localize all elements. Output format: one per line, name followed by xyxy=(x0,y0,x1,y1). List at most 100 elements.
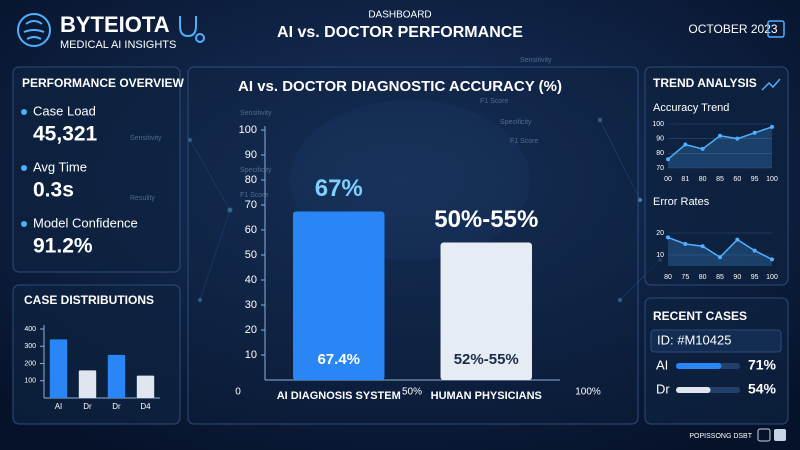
bottom-label: 100% xyxy=(575,387,601,398)
headline-label: 67% xyxy=(315,175,363,202)
progress-bar xyxy=(676,363,722,369)
bottom-label: 50% xyxy=(402,387,422,398)
y-tick-label: 90 xyxy=(656,136,664,143)
bar xyxy=(49,339,68,398)
headline-label: 50%-55% xyxy=(434,206,538,233)
bullet xyxy=(21,109,27,115)
background-label: F1 Score xyxy=(480,98,509,105)
y-tick-label: 90 xyxy=(245,149,257,161)
row-label: Dr xyxy=(656,381,670,396)
background-label: F1 Score xyxy=(510,138,539,145)
value-label: 67.4% xyxy=(317,351,360,368)
x-tick-label: 00 xyxy=(664,176,672,183)
y-tick-label: 30 xyxy=(245,299,257,311)
x-tick-label: 80 xyxy=(699,274,707,281)
x-tick-label: 95 xyxy=(751,176,759,183)
progress-bar xyxy=(676,387,711,393)
y-tick-label: 400 xyxy=(24,326,36,333)
background-label: Specificity xyxy=(240,167,272,174)
brand: BYTEIOTA xyxy=(60,12,170,37)
page-title: AI vs. DOCTOR PERFORMANCE xyxy=(277,24,523,41)
x-tick-label: 85 xyxy=(716,274,724,281)
chart-title: Accuracy Trend xyxy=(653,102,729,114)
section-label: DASHBOARD xyxy=(368,10,431,21)
panel-title: PERFORMANCE OVERVIEW xyxy=(22,76,184,90)
y-tick-label: 10 xyxy=(245,349,257,361)
value-label: 52%-55% xyxy=(454,351,519,368)
y-tick-label: 10 xyxy=(656,252,664,259)
y-tick-label: 100 xyxy=(24,378,36,385)
metric-label: Model Confidence xyxy=(33,215,138,230)
bar xyxy=(136,375,155,398)
background-label: Sensitivity xyxy=(520,57,552,64)
y-tick-label: 50 xyxy=(245,249,257,261)
x-tick-label: HUMAN PHYSICIANS xyxy=(431,390,542,402)
x-tick-label: D4 xyxy=(140,402,151,411)
point xyxy=(735,237,740,242)
stethoscope-icon xyxy=(179,16,205,43)
x-tick-label: 81 xyxy=(681,176,689,183)
share-icon xyxy=(757,428,771,442)
chart-title: AI vs. DOCTOR DIAGNOSTIC ACCURACY (%) xyxy=(238,78,562,95)
network-decoration xyxy=(187,117,663,303)
y-tick-label: 80 xyxy=(245,174,257,186)
overview-panel xyxy=(12,66,181,273)
bullet xyxy=(21,221,27,227)
y-tick-label: 300 xyxy=(24,343,36,350)
y-tick-label: 200 xyxy=(24,360,36,367)
main-panel xyxy=(187,66,639,425)
x-tick-label: AI DIAGNOSIS SYSTEM xyxy=(277,390,401,402)
panel-title: CASE DISTRIBUTIONS xyxy=(24,293,154,307)
background-label: Specificity xyxy=(500,119,532,126)
background-label: Sensitivity xyxy=(240,110,272,117)
row-value: 71% xyxy=(748,357,777,373)
point xyxy=(700,244,705,249)
panel-title: TREND ANALYSIS xyxy=(653,76,757,90)
y-tick-label: 100 xyxy=(239,124,257,136)
y-tick-label: 100 xyxy=(652,121,664,128)
point xyxy=(666,157,670,162)
trend-panel xyxy=(644,66,789,286)
point xyxy=(683,142,688,147)
calendar-icon xyxy=(767,20,785,38)
background-label: Resulity xyxy=(130,195,155,202)
x-tick-label: 95 xyxy=(751,274,759,281)
x-tick-label: Dr xyxy=(112,402,121,411)
y-tick-label: 40 xyxy=(245,274,257,286)
trend-icon xyxy=(761,78,781,91)
case-id: ID: #M10425 xyxy=(657,332,731,347)
y-tick-label: 80 xyxy=(656,150,664,157)
footer: POPISSONG DSBT xyxy=(689,433,752,440)
point xyxy=(700,146,705,151)
bar xyxy=(440,242,532,380)
x-tick-label: 80 xyxy=(699,176,707,183)
panel-title: RECENT CASES xyxy=(653,309,747,323)
point xyxy=(718,133,722,138)
metric-label: Avg Time xyxy=(33,159,87,174)
y-tick-label: 70 xyxy=(656,165,664,172)
metric-value: 45,321 xyxy=(33,123,98,146)
bar xyxy=(78,370,97,398)
point xyxy=(770,257,774,262)
bullet xyxy=(21,165,27,171)
y-tick-label: 20 xyxy=(245,324,257,336)
case-id-box xyxy=(650,329,782,353)
x-tick-label: 60 xyxy=(733,176,741,183)
x-tick-label: 85 xyxy=(716,176,724,183)
metric-value: 91.2% xyxy=(33,235,93,258)
x-tick-label: 75 xyxy=(681,274,689,281)
logo-icon xyxy=(17,13,51,47)
point xyxy=(752,130,757,135)
background-label: Sensitivity xyxy=(130,135,162,142)
y-tick-label: 70 xyxy=(245,199,257,211)
x-tick-label: Dr xyxy=(83,402,92,411)
y-tick-label: 60 xyxy=(245,224,257,236)
point xyxy=(683,242,688,246)
x-tick-label: 90 xyxy=(733,274,741,281)
chart-title: Error Rates xyxy=(653,196,710,208)
background-label: F1 Score xyxy=(240,192,269,199)
point xyxy=(666,235,670,240)
x-tick-label: 80 xyxy=(664,274,672,281)
point xyxy=(770,124,774,129)
